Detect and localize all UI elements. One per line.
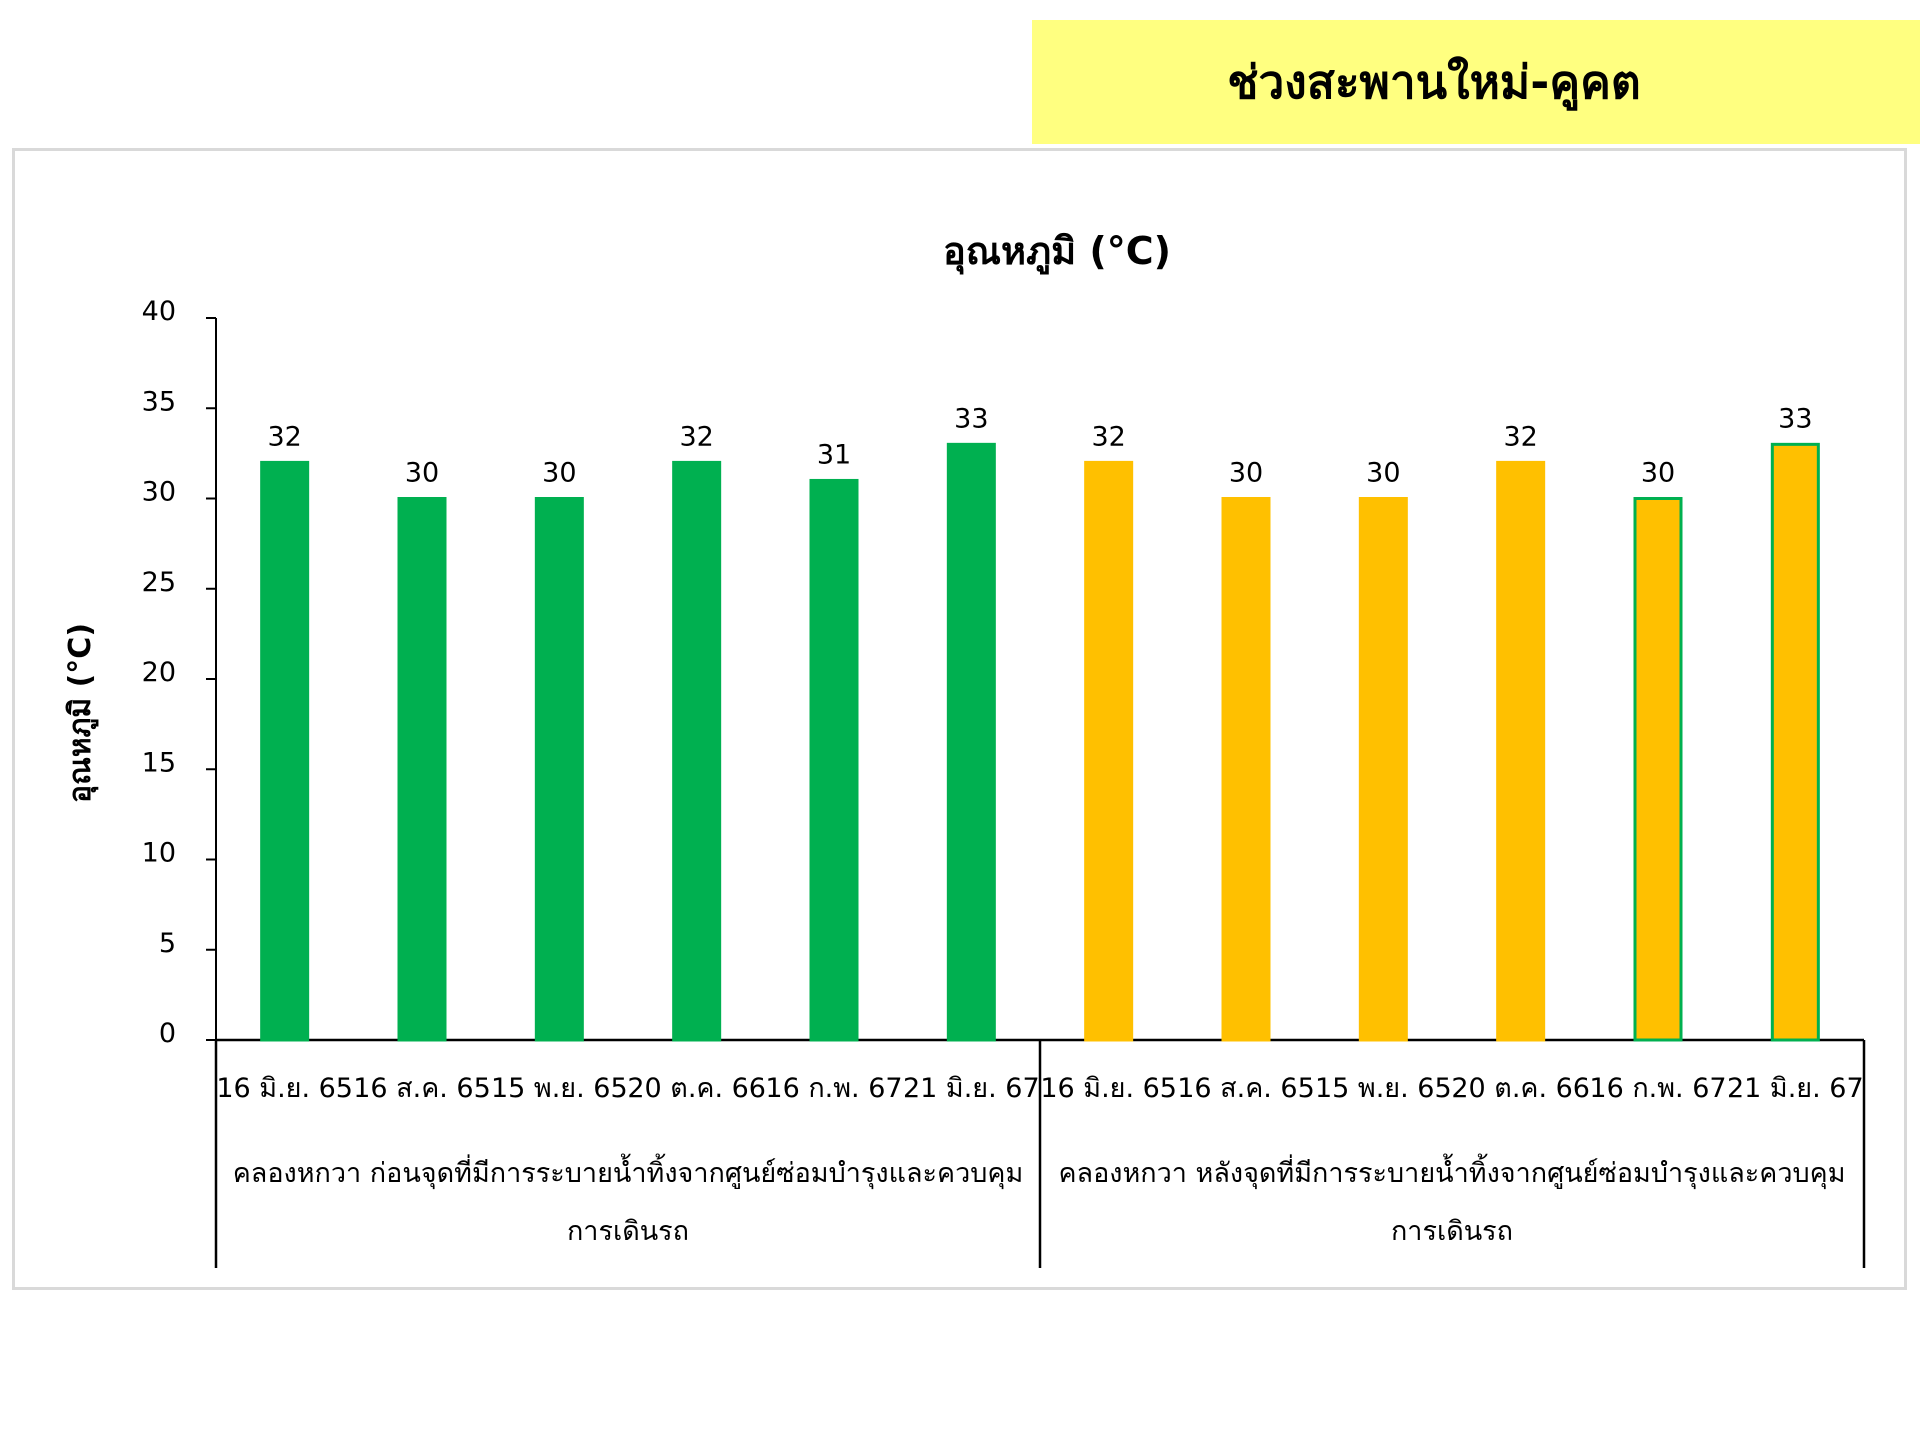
bar bbox=[1221, 497, 1271, 1042]
bar bbox=[260, 460, 310, 1042]
y-tick-label: 30 bbox=[142, 477, 176, 508]
x-tick-label: 15 พ.ย. 65 bbox=[491, 1073, 628, 1104]
y-axis-label: อุณหภูมิ (°C) bbox=[63, 623, 99, 803]
x-tick-label: 20 ต.ค. 66 bbox=[1451, 1073, 1590, 1104]
bar bbox=[1496, 460, 1546, 1042]
data-label: 32 bbox=[1091, 421, 1125, 452]
x-tick-label: 21 มิ.ย. 67 bbox=[1727, 1073, 1864, 1104]
group-label-line2: การเดินรถ bbox=[567, 1216, 689, 1247]
data-label: 30 bbox=[405, 458, 439, 489]
data-label: 30 bbox=[542, 458, 576, 489]
bar bbox=[1084, 460, 1134, 1042]
data-label: 30 bbox=[1641, 458, 1675, 489]
x-tick-label: 16 ก.พ. 67 bbox=[765, 1073, 902, 1104]
group-label-line2: การเดินรถ bbox=[1391, 1216, 1513, 1247]
page-title: ช่วงสะพานใหม่-คูคต bbox=[1227, 54, 1641, 109]
y-tick-label: 10 bbox=[142, 838, 176, 869]
data-label: 32 bbox=[679, 421, 713, 452]
x-tick-label: 21 มิ.ย. 67 bbox=[903, 1073, 1040, 1104]
data-label: 32 bbox=[1503, 421, 1537, 452]
y-tick-label: 40 bbox=[142, 296, 176, 327]
bar bbox=[946, 442, 996, 1042]
data-label: 31 bbox=[817, 439, 851, 470]
x-tick-label: 15 พ.ย. 65 bbox=[1315, 1073, 1452, 1104]
bar bbox=[534, 497, 584, 1042]
x-tick-label: 16 ส.ค. 65 bbox=[1177, 1073, 1315, 1104]
y-tick-label: 20 bbox=[142, 657, 176, 688]
bar bbox=[397, 497, 447, 1042]
group-label: คลองหกวา ก่อนจุดที่มีการระบายน้ำทิ้งจากศ… bbox=[233, 1153, 1024, 1190]
data-label: 32 bbox=[267, 421, 301, 452]
x-tick-label: 16 มิ.ย. 65 bbox=[216, 1073, 353, 1104]
y-tick-label: 25 bbox=[142, 567, 176, 598]
bar bbox=[1358, 497, 1408, 1042]
x-tick-label: 16 ส.ค. 65 bbox=[353, 1073, 491, 1104]
x-tick-label: 20 ต.ค. 66 bbox=[627, 1073, 766, 1104]
x-tick-label: 16 มิ.ย. 65 bbox=[1040, 1073, 1177, 1104]
bar bbox=[1633, 497, 1683, 1042]
y-tick-label: 0 bbox=[159, 1018, 176, 1049]
y-tick-label: 35 bbox=[142, 386, 176, 417]
data-label: 30 bbox=[1229, 458, 1263, 489]
data-label: 33 bbox=[954, 403, 988, 434]
y-tick-label: 5 bbox=[159, 928, 176, 959]
group-label: คลองหกวา หลังจุดที่มีการระบายน้ำทิ้งจากศ… bbox=[1058, 1153, 1845, 1190]
title-banner: ช่วงสะพานใหม่-คูคต bbox=[1032, 20, 1920, 144]
chart-title: อุณหภูมิ (°C) bbox=[943, 229, 1171, 275]
bar bbox=[1770, 442, 1820, 1042]
bar bbox=[809, 478, 859, 1042]
bar bbox=[672, 460, 722, 1042]
x-tick-label: 16 ก.พ. 67 bbox=[1589, 1073, 1726, 1104]
plot-area: 0 5 10 15 20 25 30 35 40 32 16 มิ.ย. 65 30 16 ส.ค. 6… bbox=[142, 296, 1866, 1268]
data-label: 30 bbox=[1366, 458, 1400, 489]
data-label: 33 bbox=[1778, 403, 1812, 434]
y-tick-label: 15 bbox=[142, 747, 176, 778]
